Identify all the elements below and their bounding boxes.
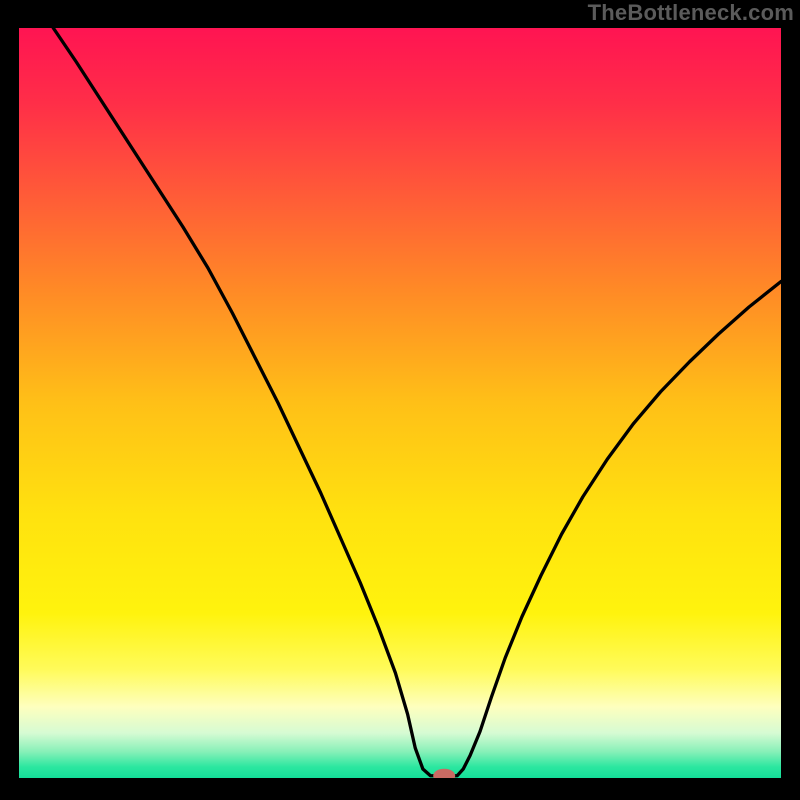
chart-background — [19, 28, 781, 778]
chart-svg — [19, 28, 781, 778]
watermark-text: TheBottleneck.com — [588, 0, 794, 26]
bottleneck-chart — [19, 28, 781, 778]
